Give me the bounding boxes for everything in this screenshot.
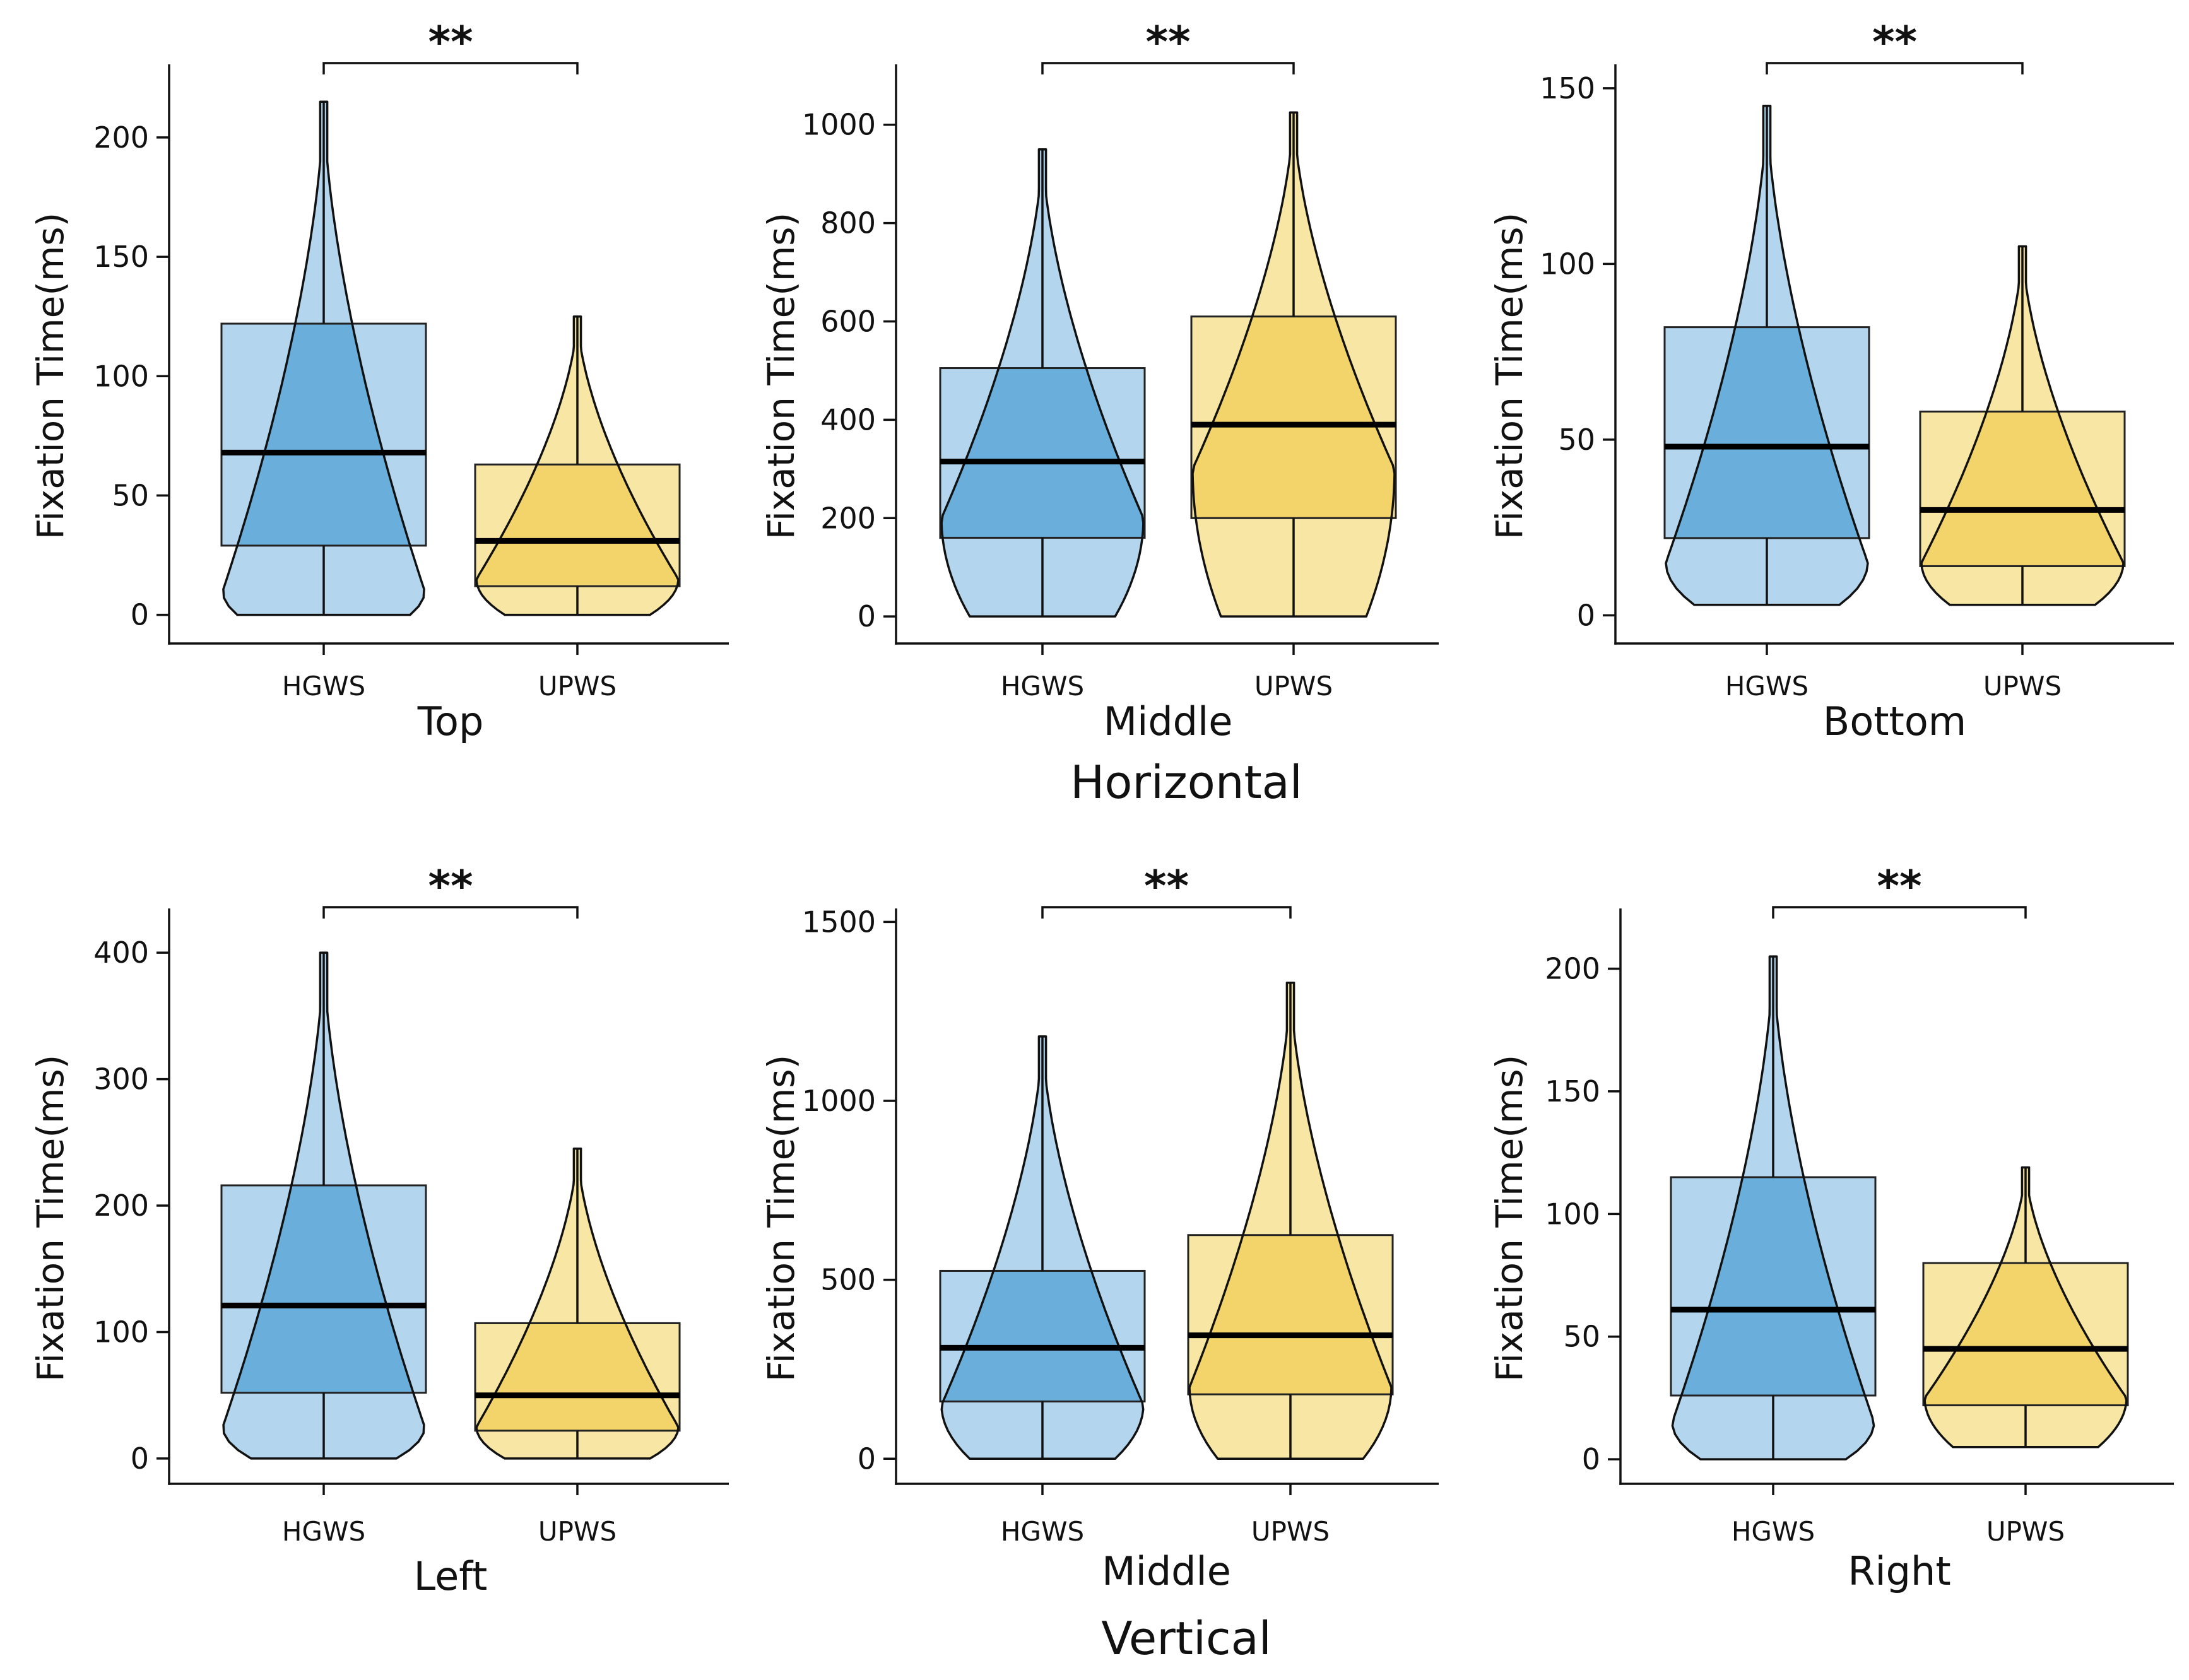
panels-layer: HGWS UPWS 0 50 100 150 200 Fixation Time(ms) Top…: [29, 18, 2174, 1599]
violin-outline-upws: [1923, 1166, 2128, 1448]
violin-overlap-upws: [1925, 1263, 2127, 1406]
violin-overlap-upws: [1189, 1235, 1391, 1395]
y-tick-label: 1000: [802, 1084, 876, 1118]
y-tick-label: 100: [1545, 1197, 1600, 1231]
violin-overlap-hgws: [1681, 1177, 1865, 1396]
y-tick-label: 0: [131, 1442, 149, 1476]
y-tick-label: 0: [858, 599, 876, 633]
significance-bracket: [1766, 62, 2024, 74]
violin-outline-hgws: [222, 100, 425, 616]
y-tick-label: 0: [858, 1442, 876, 1476]
y-axis-label: Fixation Time(ms): [1488, 1055, 1531, 1382]
y-tick-label: 200: [1545, 952, 1600, 986]
x-axis-label: Bottom: [1823, 698, 1966, 744]
violin-overlap-hgws: [943, 1271, 1142, 1402]
panel-vertical-left: HGWS UPWS 0 100 200 300 400 Fixation Time(ms) Le…: [29, 862, 729, 1599]
y-tick-label: 50: [112, 478, 149, 512]
x-axis-label: Middle: [1104, 698, 1233, 744]
violin-outline-hgws: [940, 148, 1145, 618]
group-label-vertical: Vertical: [1101, 1612, 1272, 1665]
violin-overlap-upws: [1193, 316, 1395, 519]
y-axis-label: Fixation Time(ms): [29, 1055, 72, 1382]
y-tick-label: 200: [93, 1189, 149, 1223]
significance-label: **: [1145, 18, 1190, 68]
category-label-upws: UPWS: [1251, 1516, 1330, 1547]
category-label-hgws: HGWS: [1725, 671, 1808, 702]
violin-outline-upws: [1191, 111, 1396, 618]
category-label-upws: UPWS: [1254, 671, 1333, 702]
category-label-hgws: HGWS: [282, 1516, 365, 1547]
violin-overlap-hgws: [237, 324, 410, 546]
y-tick-label: 1500: [802, 905, 876, 939]
x-axis-label: Middle: [1102, 1548, 1231, 1594]
violin-outline-upws: [1920, 245, 2125, 606]
significance-bracket: [322, 906, 579, 919]
y-tick-label: 300: [93, 1062, 149, 1096]
y-tick-label: 200: [93, 120, 149, 155]
violin-outline-upws: [475, 315, 680, 616]
category-label-upws: UPWS: [538, 671, 617, 702]
y-tick-label: 150: [1545, 1074, 1600, 1108]
y-tick-label: 100: [93, 359, 149, 393]
y-tick-label: 200: [820, 501, 876, 535]
y-tick-label: 100: [93, 1315, 149, 1349]
y-tick-label: 1000: [802, 108, 876, 142]
panel-vertical-middle: HGWS UPWS 0 500 1000 1500 Fixation Time(ms) Mid…: [760, 862, 1439, 1594]
significance-label: **: [1877, 862, 1921, 912]
category-label-hgws: HGWS: [282, 671, 365, 702]
category-label-upws: UPWS: [538, 1516, 617, 1547]
x-axis-label: Top: [417, 698, 484, 744]
category-label-hgws: HGWS: [1732, 1516, 1815, 1547]
y-tick-label: 500: [820, 1263, 876, 1297]
y-tick-label: 400: [820, 402, 876, 437]
y-tick-label: 0: [1582, 1442, 1600, 1476]
significance-label: **: [1872, 18, 1917, 68]
y-tick-label: 100: [1540, 247, 1595, 281]
y-tick-label: 150: [93, 240, 149, 274]
violin-overlap-hgws: [234, 1185, 413, 1393]
category-label-upws: UPWS: [1986, 1516, 2065, 1547]
significance-bracket: [1772, 906, 2027, 919]
violin-outline-hgws: [222, 951, 425, 1460]
category-label-hgws: HGWS: [1001, 1516, 1084, 1547]
significance-label: **: [428, 18, 473, 68]
violin-overlap-upws: [1921, 411, 2123, 567]
panel-horizontal-bottom: HGWS UPWS 0 50 100 150 Fixation Time(ms) Bottom…: [1488, 18, 2174, 744]
panel-vertical-right: HGWS UPWS 0 50 100 150 200 Fixation Time(ms) Rig…: [1488, 862, 2174, 1594]
violin-overlap-upws: [476, 1323, 678, 1431]
significance-label: **: [1144, 862, 1189, 912]
y-axis-label: Fixation Time(ms): [1488, 213, 1531, 540]
y-tick-label: 50: [1558, 423, 1595, 457]
panel-horizontal-top: HGWS UPWS 0 50 100 150 200 Fixation Time(ms) Top…: [29, 18, 729, 744]
y-axis-label: Fixation Time(ms): [29, 213, 72, 540]
y-tick-label: 400: [93, 936, 149, 970]
significance-bracket: [322, 62, 579, 74]
violin-overlap-hgws: [941, 368, 1143, 538]
significance-label: **: [428, 862, 473, 912]
y-axis-label: Fixation Time(ms): [760, 1055, 803, 1382]
y-tick-label: 150: [1540, 71, 1595, 105]
violin-overlap-upws: [476, 464, 678, 587]
x-axis-label: Right: [1848, 1548, 1950, 1594]
y-tick-label: 800: [820, 206, 876, 240]
y-axis-label: Fixation Time(ms): [760, 213, 803, 540]
violin-outline-upws: [475, 1148, 680, 1460]
category-label-upws: UPWS: [1983, 671, 2062, 702]
y-tick-label: 0: [131, 598, 149, 632]
violin-outline-hgws: [940, 1035, 1145, 1460]
group-label-horizontal: Horizontal: [1070, 756, 1302, 809]
y-tick-label: 50: [1563, 1320, 1600, 1354]
y-tick-label: 600: [820, 304, 876, 338]
significance-bracket: [1041, 62, 1295, 74]
y-tick-label: 0: [1577, 598, 1595, 632]
x-axis-label: Left: [414, 1553, 488, 1599]
violin-overlap-hgws: [1674, 327, 1860, 538]
category-label-hgws: HGWS: [1001, 671, 1084, 702]
violin-outline-hgws: [1671, 955, 1875, 1460]
significance-bracket: [1041, 906, 1292, 919]
panel-horizontal-middle: HGWS UPWS 0 200 400 600 800 1000 Fixation Time(m…: [760, 18, 1439, 744]
violin-outline-upws: [1188, 982, 1393, 1460]
